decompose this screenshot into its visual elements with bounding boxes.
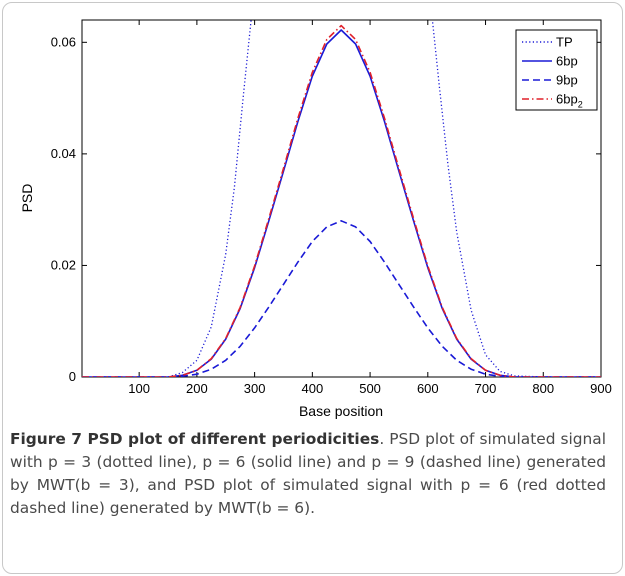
psd-chart: 100 200 300 400 500 600 700 800 900 0 0.02 0.04 0.06… (19, 19, 612, 419)
legend-label: TP (556, 35, 573, 50)
x-tick-label: 100 (128, 381, 150, 396)
caption-title: Figure 7 PSD plot of different periodici… (10, 430, 380, 448)
legend-label-main: 6bp (556, 92, 578, 107)
x-tick-label: 200 (186, 381, 208, 396)
y-tick-label: 0.06 (51, 34, 76, 49)
x-tick-label: 900 (590, 381, 612, 396)
y-tick-label: 0.02 (51, 257, 76, 272)
y-tick-label: 0.04 (51, 146, 76, 161)
caption-text: . PSD plot of simulated signal with p = … (10, 430, 606, 517)
legend-label: 9bp (556, 73, 578, 88)
x-tick-label: 700 (475, 381, 497, 396)
legend-label-subscript: 2 (578, 100, 583, 110)
x-tick-label: 300 (244, 381, 266, 396)
series-line-4 (82, 24, 601, 377)
y-axis-label: PSD (19, 184, 35, 213)
x-tick-label: 400 (301, 381, 323, 396)
plot-area (81, 19, 602, 378)
x-tick-label: 600 (417, 381, 439, 396)
legend-box (515, 29, 598, 111)
figure-caption: Figure 7 PSD plot of different periodici… (10, 428, 606, 520)
series-line-3 (82, 220, 601, 377)
x-axis-label: Base position (299, 403, 383, 419)
legend-label: 6bp (556, 54, 578, 69)
x-tick-label: 800 (532, 381, 554, 396)
legend-label: 6bp2 (556, 92, 583, 110)
y-tick-label: 0 (69, 369, 76, 384)
x-tick-label: 500 (359, 381, 381, 396)
